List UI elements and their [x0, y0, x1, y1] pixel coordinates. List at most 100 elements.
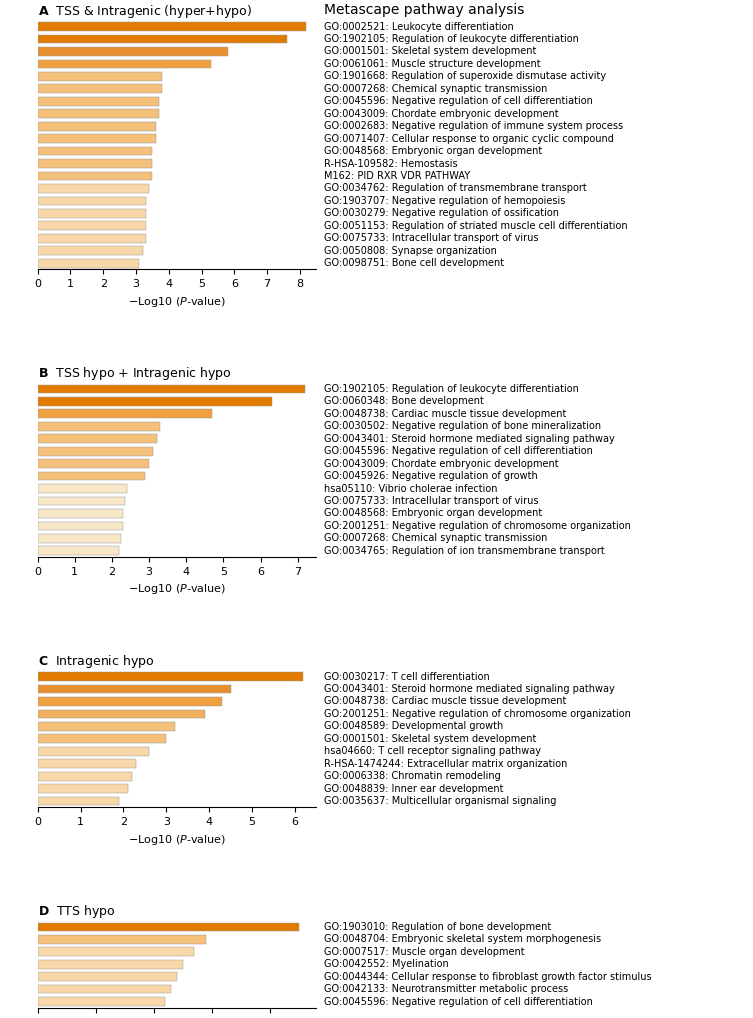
Bar: [38, 922, 299, 931]
Text: GO:0048839: Inner ear development: GO:0048839: Inner ear development: [324, 784, 503, 794]
Text: GO:0006338: Chromatin remodeling: GO:0006338: Chromatin remodeling: [324, 772, 501, 781]
Text: GO:2001251: Negative regulation of chromosome organization: GO:2001251: Negative regulation of chrom…: [324, 709, 631, 719]
Bar: [38, 134, 156, 143]
X-axis label: $-$Log10 ($\mathit{P}$-value): $-$Log10 ($\mathit{P}$-value): [128, 294, 226, 308]
Text: GO:1902105: Regulation of leukocyte differentiation: GO:1902105: Regulation of leukocyte diff…: [324, 34, 578, 44]
Text: GO:0042552: Myelination: GO:0042552: Myelination: [324, 959, 449, 969]
Bar: [38, 509, 123, 518]
Text: GO:0043401: Steroid hormone mediated signaling pathway: GO:0043401: Steroid hormone mediated sig…: [324, 684, 614, 694]
Bar: [38, 672, 303, 681]
Bar: [38, 710, 205, 719]
Text: GO:0001501: Skeletal system development: GO:0001501: Skeletal system development: [324, 47, 536, 56]
Bar: [38, 259, 139, 268]
Bar: [38, 397, 272, 406]
Text: GO:0051153: Regulation of striated muscle cell differentiation: GO:0051153: Regulation of striated muscl…: [324, 221, 627, 231]
Text: GO:0045596: Negative regulation of cell differentiation: GO:0045596: Negative regulation of cell …: [324, 446, 593, 456]
Text: GO:1901668: Regulation of superoxide dismutase activity: GO:1901668: Regulation of superoxide dis…: [324, 71, 606, 81]
Text: GO:0030502: Negative regulation of bone mineralization: GO:0030502: Negative regulation of bone …: [324, 421, 601, 432]
Text: Metascape pathway analysis: Metascape pathway analysis: [324, 3, 524, 16]
Bar: [38, 459, 149, 468]
Bar: [38, 172, 152, 180]
Text: GO:0002683: Negative regulation of immune system process: GO:0002683: Negative regulation of immun…: [324, 121, 623, 131]
Text: GO:0098751: Bone cell development: GO:0098751: Bone cell development: [324, 259, 504, 268]
Text: GO:0030217: T cell differentiation: GO:0030217: T cell differentiation: [324, 672, 489, 682]
Text: GO:0075733: Intracellular transport of virus: GO:0075733: Intracellular transport of v…: [324, 233, 538, 243]
Text: hsa05110: Vibrio cholerae infection: hsa05110: Vibrio cholerae infection: [324, 484, 497, 494]
Text: GO:0048568: Embryonic organ development: GO:0048568: Embryonic organ development: [324, 508, 542, 518]
Text: GO:0045596: Negative regulation of cell differentiation: GO:0045596: Negative regulation of cell …: [324, 97, 593, 106]
Bar: [38, 147, 152, 156]
Text: GO:0061061: Muscle structure development: GO:0061061: Muscle structure development: [324, 59, 541, 69]
Text: GO:1903010: Regulation of bone development: GO:1903010: Regulation of bone developme…: [324, 922, 551, 931]
Bar: [38, 722, 175, 731]
Bar: [38, 435, 157, 443]
Text: GO:0042133: Neurotransmitter metabolic process: GO:0042133: Neurotransmitter metabolic p…: [324, 984, 568, 995]
Text: GO:0075733: Intracellular transport of virus: GO:0075733: Intracellular transport of v…: [324, 496, 538, 506]
Text: GO:1903707: Negative regulation of hemopoiesis: GO:1903707: Negative regulation of hemop…: [324, 195, 566, 206]
Bar: [38, 159, 152, 168]
Text: GO:1902105: Regulation of leukocyte differentiation: GO:1902105: Regulation of leukocyte diff…: [324, 384, 578, 394]
Bar: [38, 234, 146, 242]
Text: GO:0048738: Cardiac muscle tissue development: GO:0048738: Cardiac muscle tissue develo…: [324, 696, 566, 706]
Bar: [38, 222, 146, 230]
Bar: [38, 735, 166, 743]
Bar: [38, 47, 227, 56]
Bar: [38, 998, 166, 1006]
Text: GO:0048704: Embryonic skeletal system morphogenesis: GO:0048704: Embryonic skeletal system mo…: [324, 935, 601, 945]
Bar: [38, 972, 177, 981]
Text: GO:0007268: Chemical synaptic transmission: GO:0007268: Chemical synaptic transmissi…: [324, 533, 547, 544]
Bar: [38, 421, 160, 431]
Bar: [38, 246, 142, 256]
Bar: [38, 984, 171, 994]
Text: GO:0043009: Chordate embryonic development: GO:0043009: Chordate embryonic developme…: [324, 109, 559, 119]
Text: GO:0030279: Negative regulation of ossification: GO:0030279: Negative regulation of ossif…: [324, 209, 559, 219]
Bar: [38, 747, 149, 755]
Bar: [38, 72, 162, 80]
Bar: [38, 209, 146, 218]
Bar: [38, 547, 120, 555]
Text: GO:0048589: Developmental growth: GO:0048589: Developmental growth: [324, 722, 503, 731]
Bar: [38, 385, 305, 393]
Text: GO:0048738: Cardiac muscle tissue development: GO:0048738: Cardiac muscle tissue develo…: [324, 409, 566, 418]
Text: GO:2001251: Negative regulation of chromosome organization: GO:2001251: Negative regulation of chrom…: [324, 521, 631, 531]
Text: GO:0045596: Negative regulation of cell differentiation: GO:0045596: Negative regulation of cell …: [324, 997, 593, 1007]
Text: GO:0007268: Chemical synaptic transmission: GO:0007268: Chemical synaptic transmissi…: [324, 83, 547, 94]
Bar: [38, 122, 156, 130]
Text: GO:0044344: Cellular response to fibroblast growth factor stimulus: GO:0044344: Cellular response to fibrobl…: [324, 972, 651, 981]
Text: GO:0002521: Leukocyte differentiation: GO:0002521: Leukocyte differentiation: [324, 21, 514, 32]
Bar: [38, 784, 128, 793]
Bar: [38, 772, 132, 781]
Text: GO:0050808: Synapse organization: GO:0050808: Synapse organization: [324, 245, 497, 256]
Text: $\bf{A}$  TSS & Intragenic (hyper+hypo): $\bf{A}$ TSS & Intragenic (hyper+hypo): [38, 3, 252, 19]
Bar: [38, 485, 127, 493]
Bar: [38, 35, 287, 44]
Bar: [38, 759, 136, 769]
Bar: [38, 697, 222, 705]
Bar: [38, 409, 212, 418]
Bar: [38, 184, 149, 192]
Text: GO:0007517: Muscle organ development: GO:0007517: Muscle organ development: [324, 947, 524, 957]
Bar: [38, 960, 183, 968]
Bar: [38, 60, 212, 68]
Bar: [38, 84, 162, 94]
Text: GO:0043009: Chordate embryonic development: GO:0043009: Chordate embryonic developme…: [324, 459, 559, 468]
Bar: [38, 196, 146, 206]
Text: GO:0071407: Cellular response to organic cyclic compound: GO:0071407: Cellular response to organic…: [324, 133, 614, 144]
Bar: [38, 685, 230, 693]
Text: GO:0060348: Bone development: GO:0060348: Bone development: [324, 396, 483, 406]
Text: GO:0034765: Regulation of ion transmembrane transport: GO:0034765: Regulation of ion transmembr…: [324, 546, 605, 556]
Text: $\bf{C}$  Intragenic hypo: $\bf{C}$ Intragenic hypo: [38, 653, 154, 670]
X-axis label: $-$Log10 ($\mathit{P}$-value): $-$Log10 ($\mathit{P}$-value): [128, 833, 226, 847]
Bar: [38, 109, 159, 118]
Bar: [38, 97, 159, 106]
Bar: [38, 948, 194, 956]
X-axis label: $-$Log10 ($\mathit{P}$-value): $-$Log10 ($\mathit{P}$-value): [128, 582, 226, 597]
Text: GO:0034762: Regulation of transmembrane transport: GO:0034762: Regulation of transmembrane …: [324, 183, 587, 193]
Text: R-HSA-109582: Hemostasis: R-HSA-109582: Hemostasis: [324, 159, 457, 169]
Text: GO:0035637: Multicellular organismal signaling: GO:0035637: Multicellular organismal sig…: [324, 796, 556, 806]
Bar: [38, 521, 123, 530]
Bar: [38, 797, 119, 805]
Text: M162: PID RXR VDR PATHWAY: M162: PID RXR VDR PATHWAY: [324, 171, 470, 181]
Text: GO:0001501: Skeletal system development: GO:0001501: Skeletal system development: [324, 734, 536, 744]
Text: GO:0043401: Steroid hormone mediated signaling pathway: GO:0043401: Steroid hormone mediated sig…: [324, 434, 614, 444]
